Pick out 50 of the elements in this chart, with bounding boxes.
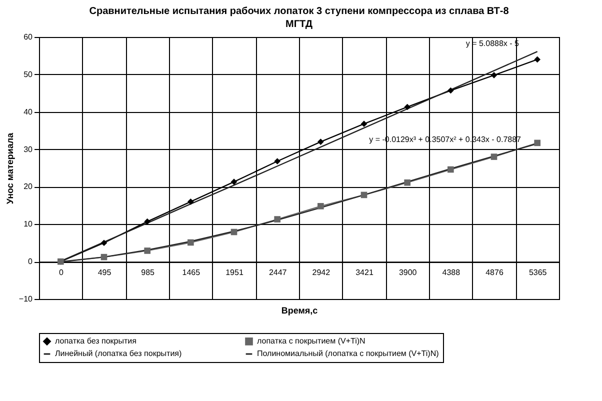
y-tick-label: 0 [28,257,34,266]
legend-label: лопатка с покрытием (V+Ti)N [257,336,366,346]
point [534,140,540,146]
x-tick-label: 3421 [356,268,374,278]
x-tick-label: 985 [141,268,156,278]
x-tick-label: 4876 [486,268,504,278]
point [360,120,368,127]
point [490,154,498,160]
x-tick-label: 0 [58,268,64,278]
x-tick-label: 495 [98,268,112,278]
legend-label: Линейный (лопатка без покрытия) [55,349,182,358]
point [274,158,280,164]
x-tick-label: 2447 [268,268,288,278]
y-tick-label: 40 [24,107,34,116]
point [490,72,498,78]
x-tick-label: 3900 [398,268,418,278]
point [404,179,410,186]
point [230,228,238,236]
point [404,104,410,110]
y-tick-label: 60 [24,32,34,42]
point [534,56,540,63]
point [100,240,108,246]
legend-label: лопатка без покрытия [55,336,136,346]
y-tick-label: −10 [18,294,34,304]
x-tick-label: 1465 [182,268,201,278]
point [188,239,194,246]
point [360,192,368,198]
y-tick-label: 10 [24,220,34,229]
point [230,178,238,186]
y-tick-label: 50 [24,70,34,79]
x-tick-label: 2942 [312,268,331,278]
x-tick-label: 5365 [528,268,548,278]
point [318,138,324,145]
point [448,87,454,94]
point [100,254,108,260]
point [274,216,280,222]
x-axis-title: Время,с [281,306,318,316]
y-axis-title: Унос материала [4,132,15,204]
point [448,166,454,173]
point [318,203,324,210]
y-tick-label: 30 [24,144,34,154]
chart-title: Сравнительные испытания рабочих лопаток 3 ступени компрессора из сплава ВТ-8 [89,6,510,17]
point [188,198,194,205]
x-tick-label: 4388 [442,268,461,278]
point [144,218,150,225]
point [144,248,150,254]
x-tick-label: 1951 [226,268,244,278]
chart-subtitle: МГТД [286,19,312,30]
y-tick-label: 20 [24,182,34,192]
legend-label: Полиномиальный (лопатка с покрытием (V+Ti)N) [257,349,440,358]
